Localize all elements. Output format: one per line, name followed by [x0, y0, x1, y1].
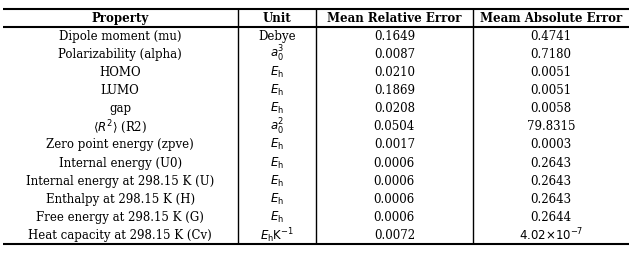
Text: 0.2643: 0.2643	[531, 193, 572, 206]
Text: 0.1649: 0.1649	[374, 30, 415, 43]
Text: Free energy at 298.15 K (G): Free energy at 298.15 K (G)	[36, 211, 204, 224]
Text: 0.7180: 0.7180	[531, 48, 572, 61]
Text: 0.0087: 0.0087	[374, 48, 415, 61]
Text: 0.0006: 0.0006	[374, 156, 415, 169]
Text: $\langle R^2 \rangle$ (R2): $\langle R^2 \rangle$ (R2)	[93, 118, 147, 136]
Text: Enthalpy at 298.15 K (H): Enthalpy at 298.15 K (H)	[45, 193, 195, 206]
Text: $E_\mathrm{h}\mathrm{K}^{-1}$: $E_\mathrm{h}\mathrm{K}^{-1}$	[260, 226, 294, 245]
Text: $a_0^3$: $a_0^3$	[269, 44, 284, 64]
Text: 0.2644: 0.2644	[531, 211, 572, 224]
Text: $E_\mathrm{h}$: $E_\mathrm{h}$	[270, 65, 284, 80]
Text: $a_0^2$: $a_0^2$	[269, 117, 284, 137]
Text: Mean Relative Error: Mean Relative Error	[327, 12, 461, 25]
Text: 0.2643: 0.2643	[531, 175, 572, 188]
Text: 0.0208: 0.0208	[374, 102, 415, 115]
Text: 0.4741: 0.4741	[531, 30, 572, 43]
Text: $E_\mathrm{h}$: $E_\mathrm{h}$	[270, 101, 284, 116]
Text: 0.0006: 0.0006	[374, 211, 415, 224]
Text: $4.02{\times}10^{-7}$: $4.02{\times}10^{-7}$	[519, 227, 583, 244]
Text: $E_\mathrm{h}$: $E_\mathrm{h}$	[270, 155, 284, 171]
Text: 0.0504: 0.0504	[374, 120, 415, 133]
Text: 0.0003: 0.0003	[531, 138, 572, 152]
Text: Unit: Unit	[262, 12, 291, 25]
Text: HOMO: HOMO	[99, 66, 141, 79]
Text: Polarizability (alpha): Polarizability (alpha)	[58, 48, 182, 61]
Text: LUMO: LUMO	[100, 84, 140, 97]
Text: 0.0017: 0.0017	[374, 138, 415, 152]
Text: $E_\mathrm{h}$: $E_\mathrm{h}$	[270, 192, 284, 207]
Text: $E_\mathrm{h}$: $E_\mathrm{h}$	[270, 83, 284, 98]
Text: 0.0210: 0.0210	[374, 66, 415, 79]
Text: Meam Absolute Error: Meam Absolute Error	[480, 12, 622, 25]
Text: 0.0072: 0.0072	[374, 229, 415, 242]
Text: $E_\mathrm{h}$: $E_\mathrm{h}$	[270, 137, 284, 153]
Text: Internal energy at 298.15 K (U): Internal energy at 298.15 K (U)	[26, 175, 214, 188]
Text: 79.8315: 79.8315	[527, 120, 575, 133]
Text: 0.1869: 0.1869	[374, 84, 415, 97]
Text: 0.0051: 0.0051	[531, 84, 572, 97]
Text: $E_\mathrm{h}$: $E_\mathrm{h}$	[270, 210, 284, 225]
Text: 0.0058: 0.0058	[531, 102, 572, 115]
Text: Debye: Debye	[258, 30, 296, 43]
Text: 0.0006: 0.0006	[374, 193, 415, 206]
Text: $E_\mathrm{h}$: $E_\mathrm{h}$	[270, 174, 284, 189]
Text: gap: gap	[109, 102, 131, 115]
Text: 0.0051: 0.0051	[531, 66, 572, 79]
Text: 0.2643: 0.2643	[531, 156, 572, 169]
Text: Heat capacity at 298.15 K (Cv): Heat capacity at 298.15 K (Cv)	[28, 229, 212, 242]
Text: Zero point energy (zpve): Zero point energy (zpve)	[46, 138, 194, 152]
Text: Dipole moment (mu): Dipole moment (mu)	[59, 30, 181, 43]
Text: 0.0006: 0.0006	[374, 175, 415, 188]
Text: Internal energy (U0): Internal energy (U0)	[58, 156, 182, 169]
Text: Property: Property	[92, 12, 148, 25]
